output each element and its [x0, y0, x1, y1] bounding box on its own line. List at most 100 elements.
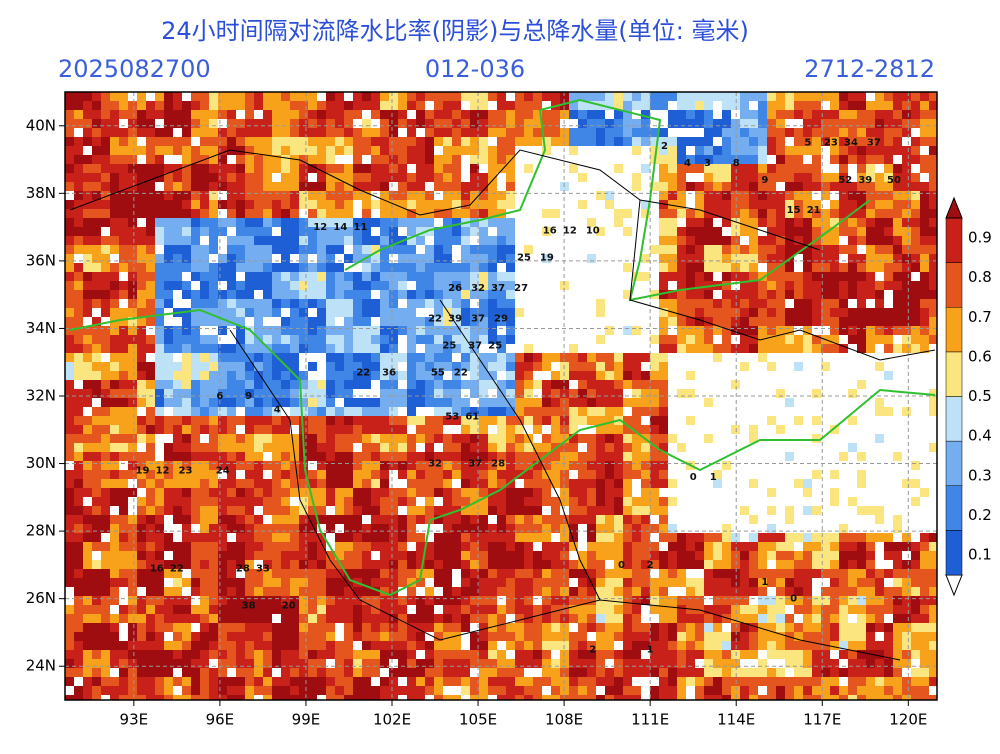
shading-cell	[830, 254, 839, 263]
shading-cell	[326, 263, 335, 272]
shading-cell	[236, 308, 245, 317]
shading-cell	[506, 155, 515, 164]
shading-cell	[263, 362, 272, 371]
shading-cell	[704, 398, 713, 407]
shading-cell	[569, 560, 578, 569]
shading-cell	[362, 119, 371, 128]
shading-cell	[830, 263, 839, 272]
shading-cell	[488, 110, 497, 119]
shading-cell	[137, 614, 146, 623]
shading-cell	[371, 632, 380, 641]
shading-cell	[749, 614, 758, 623]
shading-cell	[227, 191, 236, 200]
shading-cell	[434, 182, 443, 191]
shading-cell	[452, 110, 461, 119]
shading-cell	[155, 353, 164, 362]
shading-cell	[569, 686, 578, 695]
shading-cell	[227, 281, 236, 290]
shading-cell	[308, 551, 317, 560]
shading-cell	[443, 362, 452, 371]
shading-cell	[362, 686, 371, 695]
shading-cell	[812, 506, 821, 515]
shading-cell	[659, 461, 668, 470]
shading-cell	[785, 326, 794, 335]
shading-cell	[425, 110, 434, 119]
shading-cell	[83, 335, 92, 344]
shading-cell	[650, 524, 659, 533]
shading-cell	[200, 245, 209, 254]
shading-cell	[362, 173, 371, 182]
shading-cell	[866, 596, 875, 605]
shading-cell	[173, 137, 182, 146]
shading-cell	[182, 317, 191, 326]
shading-cell	[164, 344, 173, 353]
shading-cell	[749, 326, 758, 335]
shading-cell	[641, 578, 650, 587]
shading-cell	[200, 344, 209, 353]
shading-cell	[200, 254, 209, 263]
shading-cell	[191, 569, 200, 578]
shading-cell	[479, 110, 488, 119]
shading-cell	[623, 461, 632, 470]
shading-cell	[389, 650, 398, 659]
shading-cell	[515, 560, 524, 569]
shading-cell	[380, 389, 389, 398]
shading-cell	[479, 389, 488, 398]
shading-cell	[704, 533, 713, 542]
shading-cell	[92, 506, 101, 515]
shading-cell	[614, 470, 623, 479]
shading-cell	[713, 650, 722, 659]
shading-cell	[812, 434, 821, 443]
shading-cell	[560, 632, 569, 641]
shading-cell	[641, 200, 650, 209]
shading-cell	[254, 479, 263, 488]
shading-cell	[407, 236, 416, 245]
shading-cell	[497, 668, 506, 677]
shading-cell	[632, 614, 641, 623]
shading-cell	[488, 119, 497, 128]
shading-cell	[488, 659, 497, 668]
shading-cell	[434, 668, 443, 677]
shading-cell	[191, 353, 200, 362]
shading-cell	[272, 263, 281, 272]
shading-cell	[398, 353, 407, 362]
shading-cell	[785, 191, 794, 200]
shading-cell	[218, 362, 227, 371]
shading-cell	[101, 272, 110, 281]
shading-cell	[515, 578, 524, 587]
shading-cell	[596, 389, 605, 398]
shading-cell	[569, 515, 578, 524]
shading-cell	[425, 587, 434, 596]
shading-cell	[326, 371, 335, 380]
shading-cell	[155, 425, 164, 434]
shading-cell	[605, 443, 614, 452]
shading-cell	[668, 173, 677, 182]
shading-cell	[830, 677, 839, 686]
shading-cell	[713, 587, 722, 596]
shading-cell	[614, 137, 623, 146]
shading-cell	[164, 281, 173, 290]
shading-cell	[722, 659, 731, 668]
shading-cell	[371, 407, 380, 416]
shading-cell	[272, 551, 281, 560]
shading-cell	[416, 254, 425, 263]
shading-cell	[398, 488, 407, 497]
shading-cell	[488, 353, 497, 362]
shading-cell	[497, 92, 506, 101]
shading-cell	[452, 497, 461, 506]
shading-cell	[317, 380, 326, 389]
shading-cell	[785, 398, 794, 407]
shading-cell	[119, 164, 128, 173]
shading-cell	[137, 686, 146, 695]
shading-cell	[272, 164, 281, 173]
shading-cell	[182, 128, 191, 137]
shading-cell	[164, 353, 173, 362]
shading-cell	[173, 281, 182, 290]
shading-cell	[641, 533, 650, 542]
shading-cell	[623, 506, 632, 515]
shading-cell	[650, 659, 659, 668]
shading-cell	[101, 434, 110, 443]
shading-cell	[569, 524, 578, 533]
shading-cell	[452, 326, 461, 335]
shading-cell	[767, 236, 776, 245]
